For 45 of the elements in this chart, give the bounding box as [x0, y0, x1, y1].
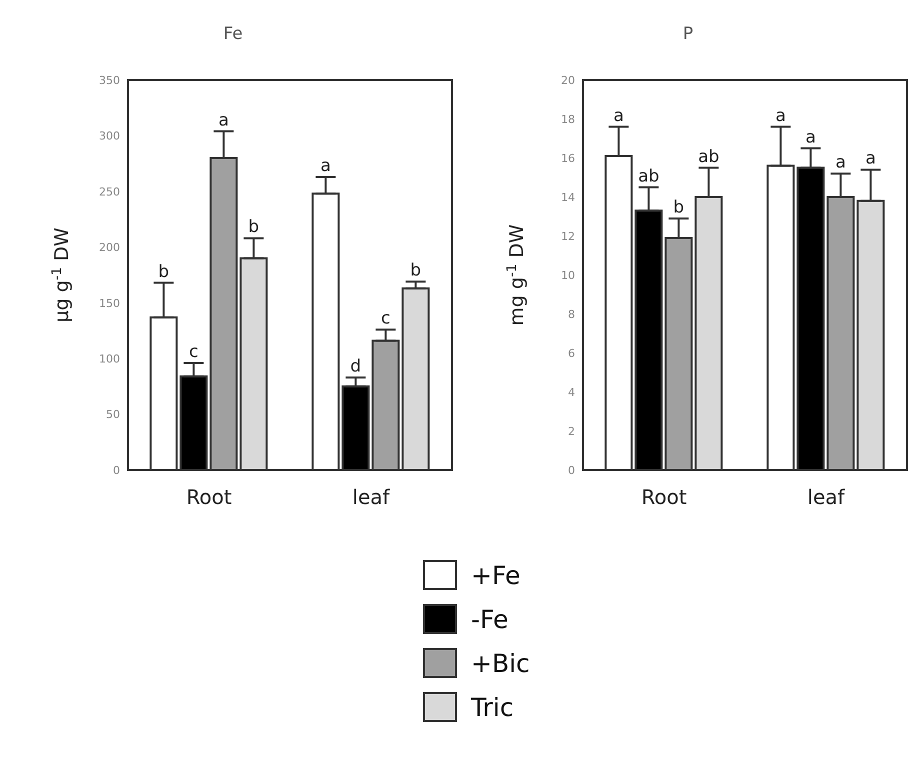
data-label: c: [381, 308, 390, 329]
legend-label: +Fe: [471, 560, 520, 590]
x-tick-label: Root: [641, 485, 687, 510]
y-tick-label: 250: [99, 185, 120, 198]
chart-title: P: [682, 23, 694, 46]
y-tick-label: 8: [568, 308, 575, 321]
y-tick-label: 100: [99, 352, 120, 366]
y-tick-label: 4: [568, 386, 575, 399]
legend-label: Tric: [471, 692, 514, 722]
data-label: d: [350, 356, 362, 377]
y-tick-label: 150: [99, 296, 120, 310]
data-label: a: [320, 156, 331, 176]
data-label: b: [410, 260, 422, 281]
y-tick-label: 0: [113, 464, 120, 477]
y-tick-label: 0: [568, 464, 575, 477]
y-tick-label: 20: [561, 74, 575, 87]
data-label: c: [189, 342, 198, 362]
y-tick-label: 16: [561, 152, 575, 165]
chart-title: Fe: [222, 23, 244, 46]
y-tick-label: 6: [568, 346, 575, 360]
y-tick-label: 2: [568, 424, 575, 438]
data-label: a: [865, 148, 876, 169]
data-label: a: [613, 106, 624, 126]
x-tick-label: leaf: [352, 485, 391, 510]
y-tick-label: 50: [106, 408, 120, 422]
y-tick-label: 12: [561, 230, 575, 243]
x-tick-label: Root: [186, 485, 232, 510]
data-label: b: [248, 217, 260, 238]
data-label: ab: [638, 166, 660, 186]
data-label: b: [158, 262, 170, 282]
y-tick-label: 300: [99, 130, 120, 143]
y-tick-label: 14: [561, 190, 575, 204]
data-label: a: [835, 152, 846, 173]
y-tick-label: 200: [99, 241, 120, 254]
data-label: a: [218, 110, 229, 130]
y-tick-label: 18: [561, 112, 575, 126]
x-tick-label: leaf: [807, 485, 846, 510]
data-label: a: [775, 106, 786, 126]
data-label: b: [673, 197, 684, 218]
legend-label: -Fe: [471, 604, 508, 634]
legend-label: +Bic: [471, 648, 530, 678]
y-tick-label: 350: [99, 74, 120, 87]
data-label: ab: [698, 146, 720, 167]
y-tick-label: 10: [561, 268, 575, 282]
data-label: a: [805, 127, 816, 148]
